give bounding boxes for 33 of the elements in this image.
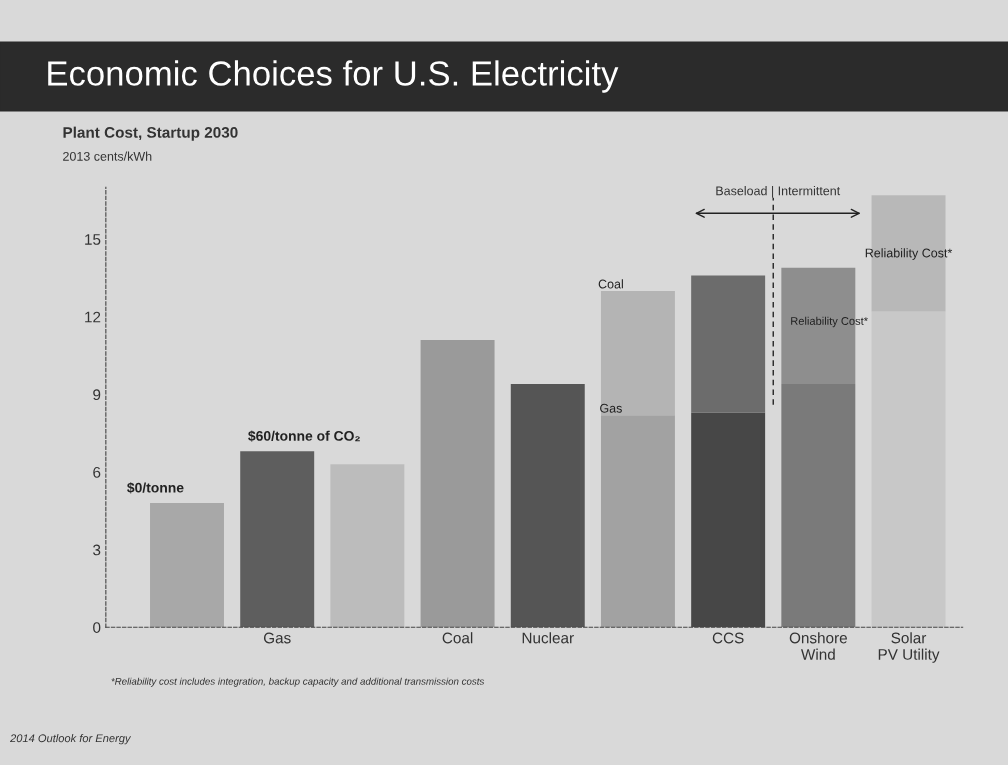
x-tick-label: Gas	[263, 632, 291, 644]
text: 2014 Outlook for Energy	[10, 734, 132, 745]
y-tick-label: 3	[93, 544, 101, 556]
annotation: Gas	[600, 403, 622, 413]
chart-title: Economic Choices for U.S. Electricity	[48, 60, 619, 93]
bar	[871, 311, 946, 628]
y-tick-label: 12	[85, 311, 101, 323]
bar	[781, 384, 856, 628]
x-tick-label: Nuclear	[522, 632, 574, 644]
x-tick-label: Solar PV Utility	[878, 632, 940, 663]
y-tick-label: 15	[85, 234, 101, 245]
y-axis-title: 2013 cents/kWh	[63, 151, 152, 161]
x-tick-label: Onshore Wind	[789, 632, 847, 660]
x-tick-label: CCS	[712, 632, 744, 644]
x-tick-label: Coal	[442, 632, 473, 644]
bar	[691, 275, 766, 413]
y-tick-label: 9	[93, 389, 101, 401]
annotation: $60/tonne of CO₂	[248, 430, 360, 442]
annotation: Coal	[598, 279, 623, 289]
annotation: Baseload | Intermittent	[716, 186, 841, 198]
bar	[240, 451, 315, 628]
bar	[420, 340, 495, 628]
bar	[600, 290, 675, 416]
bar	[600, 415, 675, 628]
y-tick-label: 6	[93, 466, 101, 478]
y-tick-label: 0	[93, 622, 101, 633]
bar	[150, 503, 224, 628]
bar	[330, 464, 405, 628]
text: *Reliability cost includes integration, backup capacity and additional transmission costs	[111, 677, 485, 687]
chart-subtitle: Plant Cost, Startup 2030	[63, 126, 238, 141]
annotation: $0/tonne	[127, 482, 184, 494]
annotation: Reliability Cost*	[865, 248, 953, 260]
bar	[510, 384, 585, 628]
